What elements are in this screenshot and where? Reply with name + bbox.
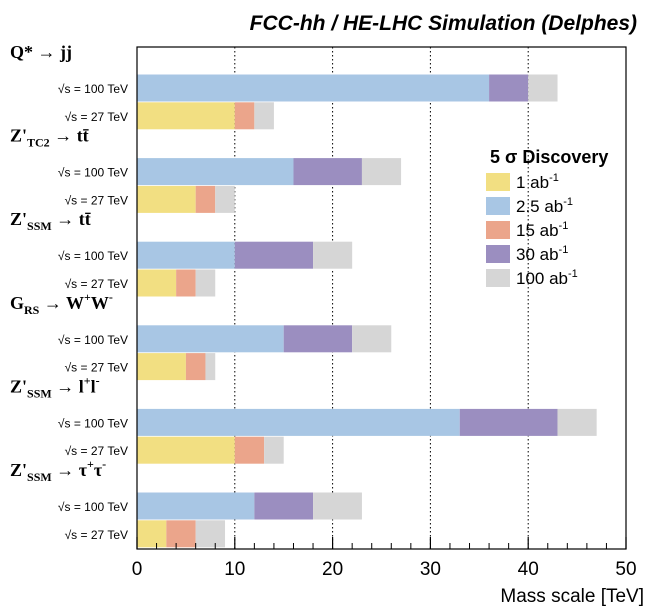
bar-segment <box>137 520 167 548</box>
row-label: √s = 100 TeV <box>58 500 128 514</box>
bar-segment <box>557 408 597 436</box>
bar-segment <box>137 353 186 381</box>
bar-segment <box>293 158 362 186</box>
bar-segment <box>195 520 226 548</box>
plot-area <box>137 47 626 549</box>
legend-swatch <box>486 245 510 263</box>
bar-segment <box>352 325 392 353</box>
x-tick-label: 30 <box>420 559 441 580</box>
bar-segment <box>137 158 294 186</box>
y-labels: √s = 100 TeV √s = 27 TeV Q* → jj √s = 100 T… <box>10 42 128 542</box>
group-label: Q* → jj <box>10 42 72 62</box>
row-label: √s = 27 TeV <box>65 277 128 291</box>
bar-segment <box>313 241 353 269</box>
bar-segment <box>254 102 274 130</box>
bar-segment <box>137 269 177 297</box>
row-label: √s = 27 TeV <box>65 444 128 458</box>
legend-label: 15 ab-1 <box>516 220 568 240</box>
bar-segment <box>234 436 265 464</box>
row-label: √s = 27 TeV <box>65 528 128 542</box>
row-label: √s = 100 TeV <box>58 249 128 263</box>
group-label: GRS → W+W- <box>10 290 113 317</box>
bar-segment <box>234 102 255 130</box>
legend-swatch <box>486 269 510 287</box>
x-axis: 0 10 20 30 40 50 <box>132 537 637 580</box>
row-label: √s = 100 TeV <box>58 333 128 347</box>
bar-segment <box>215 185 235 213</box>
bar-segment <box>528 74 558 102</box>
bar-segment <box>137 492 255 520</box>
bars <box>137 74 597 548</box>
group-label: Z'SSM → tt̄ <box>10 209 91 233</box>
bar-segment <box>137 408 460 436</box>
bar-segment <box>185 353 206 381</box>
bar-segment <box>489 74 529 102</box>
legend: 5 σ Discovery 1 ab-1 2.5 ab-1 15 ab-1 30 ab… <box>486 147 608 288</box>
bar-segment <box>283 325 353 353</box>
bar-segment <box>313 492 362 520</box>
legend-label: 2.5 ab-1 <box>516 196 573 216</box>
row-label: √s = 100 TeV <box>58 82 128 96</box>
group-label: Z'SSM → l+l- <box>10 373 100 400</box>
group-label: Z'TC2 → tt̄ <box>10 126 89 150</box>
x-tick-label: 0 <box>132 559 143 580</box>
x-tick-label: 40 <box>518 559 539 580</box>
legend-label: 1 ab-1 <box>516 172 559 192</box>
legend-label: 30 ab-1 <box>516 244 568 264</box>
bar-segment <box>459 408 558 436</box>
bar-segment <box>361 158 402 186</box>
legend-label: 100 ab-1 <box>516 268 578 288</box>
plot-frame <box>136 46 627 550</box>
row-label: √s = 27 TeV <box>65 110 128 124</box>
bar-segment <box>234 241 314 269</box>
x-tick-label: 10 <box>224 559 245 580</box>
x-tick-label: 20 <box>322 559 343 580</box>
legend-swatch <box>486 197 510 215</box>
bar-segment <box>137 325 284 353</box>
bar-segment <box>166 520 196 548</box>
bar-segment <box>264 436 284 464</box>
bar-segment <box>137 74 490 102</box>
bar-segment <box>137 185 196 213</box>
x-tick-label: 50 <box>615 559 636 580</box>
bar-segment <box>137 436 235 464</box>
bar-segment <box>254 492 314 520</box>
row-label: √s = 27 TeV <box>65 361 128 375</box>
chart-title: FCC-hh / HE-LHC Simulation (Delphes) <box>250 12 637 35</box>
bar-segment <box>137 102 235 130</box>
row-label: √s = 27 TeV <box>65 193 128 207</box>
bar-segment <box>195 185 216 213</box>
legend-swatch <box>486 173 510 191</box>
bar-segment <box>195 269 216 297</box>
group-label: Z'SSM → τ+τ- <box>10 457 106 484</box>
bar-segment <box>205 353 216 381</box>
row-label: √s = 100 TeV <box>58 416 128 430</box>
x-axis-label: Mass scale [TeV] <box>500 586 644 607</box>
legend-title: 5 σ Discovery <box>490 147 608 167</box>
bar-segment <box>176 269 196 297</box>
bar-segment <box>137 241 235 269</box>
row-label: √s = 100 TeV <box>58 166 128 180</box>
legend-swatch <box>486 221 510 239</box>
